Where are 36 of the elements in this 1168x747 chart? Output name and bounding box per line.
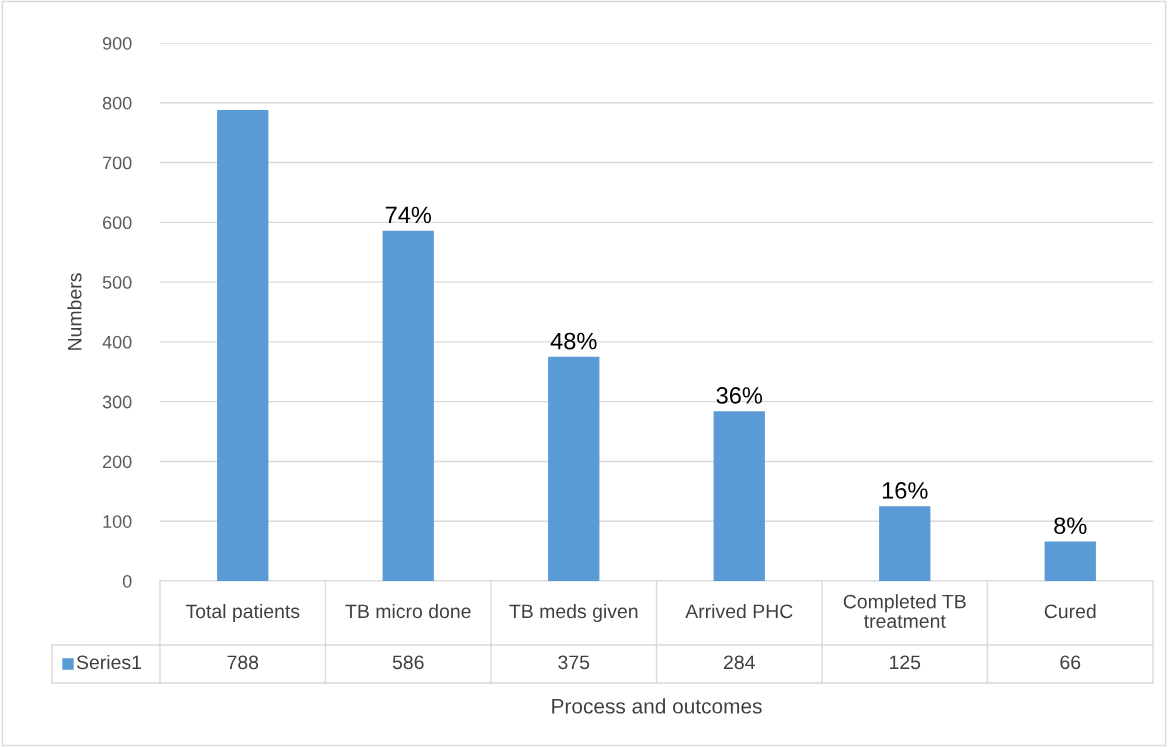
data-label: 66 — [1060, 655, 1081, 670]
y-tick-label: 800 — [102, 96, 132, 110]
data-label: 125 — [890, 655, 921, 670]
data-label: 788 — [227, 655, 259, 670]
y-tick-label: 300 — [102, 395, 132, 409]
y-tick-label: 900 — [102, 36, 132, 50]
bar — [879, 506, 931, 581]
annotation: 48% — [550, 332, 597, 350]
data-label: 284 — [724, 655, 755, 670]
bar — [548, 356, 600, 581]
x-axis-title: Process and outcomes — [552, 698, 762, 714]
y-axis-title: Numbers — [67, 273, 82, 350]
y-tick-label: 400 — [102, 335, 132, 349]
y-tick-label: 700 — [103, 156, 132, 170]
x-tick-label: TB meds given — [509, 603, 638, 623]
data-label: 375 — [558, 655, 590, 670]
annotation: 8% — [1054, 517, 1087, 535]
annotation: 16% — [882, 482, 928, 499]
x-tick-label: TB micro done — [345, 603, 471, 619]
bar — [217, 109, 269, 581]
x-tick-label: Total patients — [185, 603, 300, 623]
bar — [382, 230, 434, 581]
annotation: 36% — [716, 387, 763, 404]
y-tick-label: 0 — [122, 574, 132, 588]
x-tick-label: Arrived PHC — [685, 603, 793, 619]
y-tick-label: 100 — [103, 515, 132, 528]
annotation: 74% — [385, 206, 432, 224]
bar — [1044, 541, 1096, 581]
y-tick-label: 200 — [103, 455, 132, 469]
x-tick-label: Cured — [1044, 603, 1096, 619]
data-label: 586 — [392, 655, 424, 670]
legend-label: Series1 — [76, 654, 141, 670]
bar — [713, 411, 765, 581]
y-tick-label: 500 — [102, 276, 132, 289]
x-tick-label: Completed TB treatment — [843, 594, 966, 628]
y-tick-label: 600 — [103, 216, 132, 230]
